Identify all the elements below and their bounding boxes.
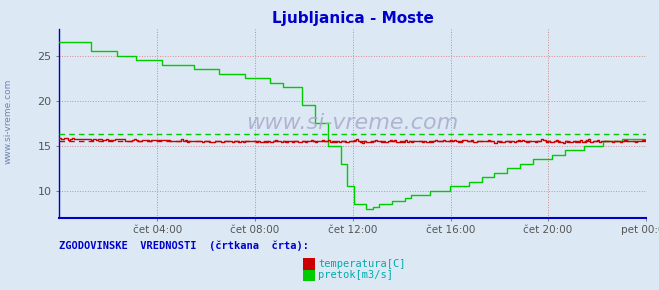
Text: www.si-vreme.com: www.si-vreme.com xyxy=(4,79,13,164)
Title: Ljubljanica - Moste: Ljubljanica - Moste xyxy=(272,11,434,26)
Text: ZGODOVINSKE  VREDNOSTI  (črtkana  črta):: ZGODOVINSKE VREDNOSTI (črtkana črta): xyxy=(59,241,309,251)
Text: pretok[m3/s]: pretok[m3/s] xyxy=(318,271,393,280)
Text: www.si-vreme.com: www.si-vreme.com xyxy=(246,113,459,133)
Text: temperatura[C]: temperatura[C] xyxy=(318,259,406,269)
